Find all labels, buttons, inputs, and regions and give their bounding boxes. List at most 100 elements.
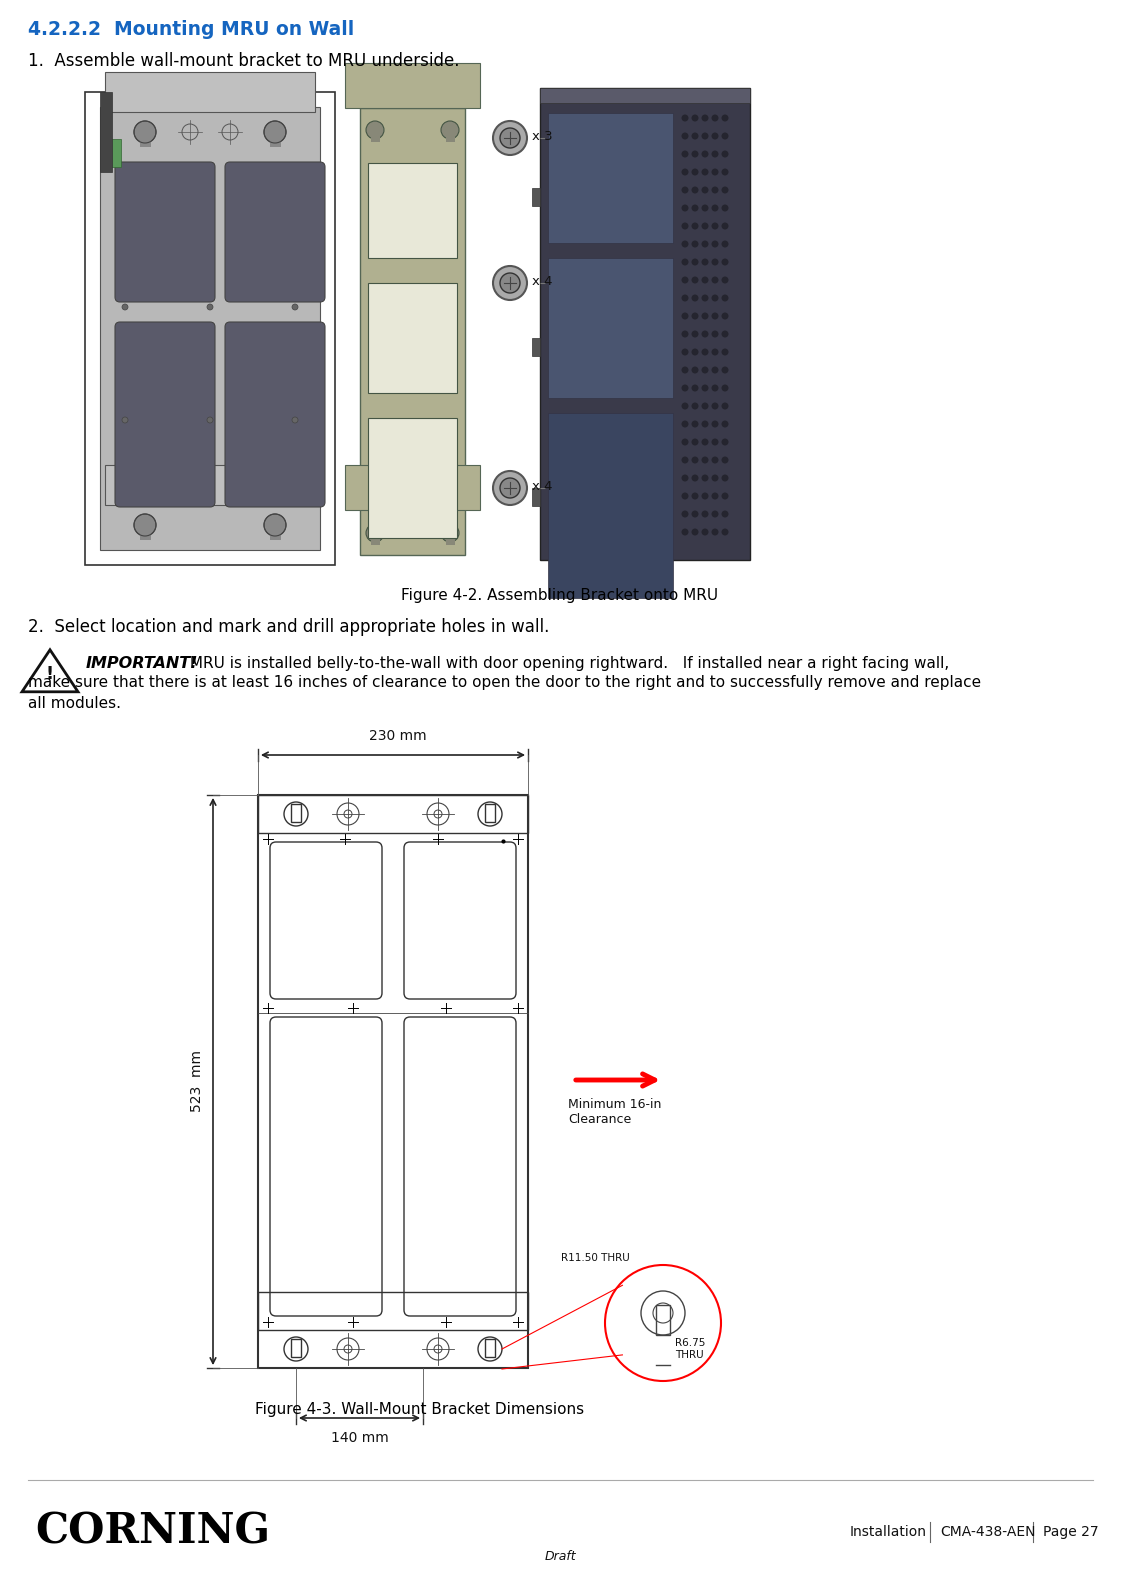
Bar <box>445 532 454 545</box>
Circle shape <box>702 223 708 229</box>
Circle shape <box>712 204 719 212</box>
Circle shape <box>702 438 708 446</box>
Circle shape <box>291 305 298 309</box>
Circle shape <box>712 457 719 463</box>
Bar <box>291 1339 302 1356</box>
Circle shape <box>682 259 688 265</box>
Circle shape <box>722 421 729 427</box>
Bar <box>485 1339 495 1356</box>
Circle shape <box>722 115 729 121</box>
Circle shape <box>702 402 708 410</box>
Circle shape <box>702 132 708 140</box>
Circle shape <box>712 223 719 229</box>
Circle shape <box>722 259 729 265</box>
Bar <box>103 140 121 166</box>
Circle shape <box>682 240 688 248</box>
Text: all modules.: all modules. <box>28 696 121 711</box>
Circle shape <box>722 402 729 410</box>
Circle shape <box>692 132 698 140</box>
Circle shape <box>692 331 698 338</box>
Circle shape <box>722 331 729 338</box>
Circle shape <box>493 471 527 506</box>
Text: Figure 4-3. Wall-Mount Bracket Dimensions: Figure 4-3. Wall-Mount Bracket Dimension… <box>256 1402 584 1418</box>
Circle shape <box>702 421 708 427</box>
Circle shape <box>682 457 688 463</box>
Circle shape <box>712 421 719 427</box>
Circle shape <box>712 259 719 265</box>
Bar <box>368 283 457 392</box>
Bar <box>258 794 528 1367</box>
Circle shape <box>722 187 729 193</box>
Circle shape <box>712 240 719 248</box>
Bar <box>269 132 280 148</box>
Circle shape <box>493 121 527 155</box>
Text: 140 mm: 140 mm <box>331 1430 388 1444</box>
Circle shape <box>712 402 719 410</box>
Circle shape <box>712 187 719 193</box>
Circle shape <box>722 510 729 518</box>
Circle shape <box>712 276 719 284</box>
Circle shape <box>702 151 708 157</box>
Circle shape <box>682 115 688 121</box>
Circle shape <box>692 402 698 410</box>
Circle shape <box>682 187 688 193</box>
Circle shape <box>682 529 688 535</box>
FancyBboxPatch shape <box>225 162 325 301</box>
Circle shape <box>265 513 286 535</box>
Circle shape <box>692 349 698 355</box>
Circle shape <box>692 385 698 391</box>
Bar <box>540 88 750 560</box>
Bar <box>532 188 540 206</box>
Bar <box>269 524 280 540</box>
Circle shape <box>692 474 698 482</box>
Circle shape <box>692 204 698 212</box>
Circle shape <box>702 385 708 391</box>
Circle shape <box>712 474 719 482</box>
Bar <box>548 257 673 399</box>
Circle shape <box>365 524 385 542</box>
Circle shape <box>692 312 698 320</box>
Circle shape <box>712 132 719 140</box>
Circle shape <box>682 385 688 391</box>
Circle shape <box>122 305 128 309</box>
Circle shape <box>702 366 708 374</box>
Circle shape <box>722 151 729 157</box>
Circle shape <box>712 385 719 391</box>
Circle shape <box>365 121 385 140</box>
Bar <box>540 88 750 104</box>
Text: R6.75
THRU: R6.75 THRU <box>675 1338 705 1360</box>
Circle shape <box>682 132 688 140</box>
Circle shape <box>722 168 729 176</box>
Circle shape <box>722 385 729 391</box>
Bar <box>548 413 673 598</box>
Circle shape <box>722 312 729 320</box>
Bar <box>548 113 673 243</box>
Circle shape <box>291 418 298 422</box>
Circle shape <box>712 295 719 301</box>
Circle shape <box>207 418 213 422</box>
Bar <box>368 163 457 257</box>
Circle shape <box>702 115 708 121</box>
Circle shape <box>712 168 719 176</box>
Circle shape <box>682 295 688 301</box>
Circle shape <box>682 438 688 446</box>
Text: CORNING: CORNING <box>35 1510 270 1553</box>
Text: x 4: x 4 <box>532 480 553 493</box>
Circle shape <box>722 204 729 212</box>
Circle shape <box>712 349 719 355</box>
Text: x 3: x 3 <box>532 130 553 143</box>
Circle shape <box>692 510 698 518</box>
Circle shape <box>712 312 719 320</box>
Circle shape <box>682 331 688 338</box>
Circle shape <box>702 312 708 320</box>
Circle shape <box>682 276 688 284</box>
Circle shape <box>682 474 688 482</box>
Text: R11.50 THRU: R11.50 THRU <box>560 1253 629 1262</box>
Circle shape <box>702 474 708 482</box>
Circle shape <box>500 477 520 498</box>
Polygon shape <box>22 650 78 692</box>
Text: Installation: Installation <box>850 1524 927 1539</box>
Circle shape <box>692 295 698 301</box>
Bar <box>258 1292 528 1330</box>
Text: 523  mm: 523 mm <box>189 1050 204 1113</box>
